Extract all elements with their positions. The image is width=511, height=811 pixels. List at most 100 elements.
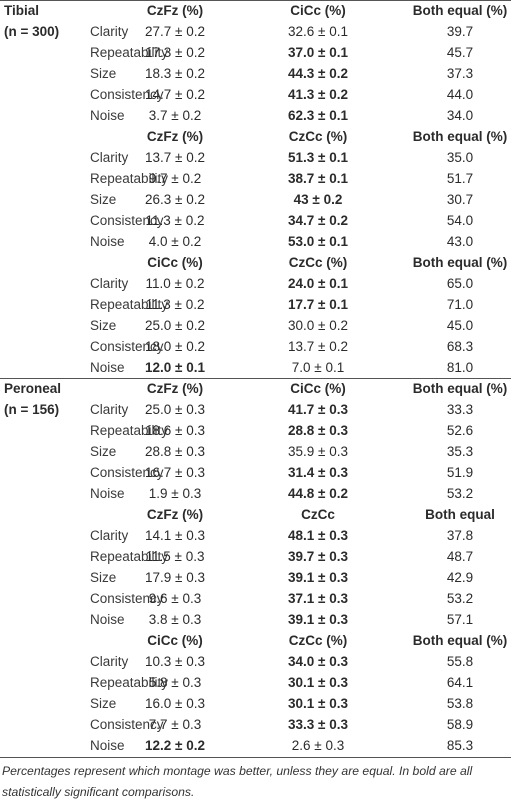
group-name: Tibial bbox=[4, 3, 40, 18]
row-label: Clarity bbox=[90, 654, 129, 669]
column-header: CzFz (%) bbox=[146, 507, 204, 522]
cell-value: 39.1 ± 0.3 bbox=[288, 612, 348, 627]
cell-value: 39.1 ± 0.3 bbox=[288, 570, 348, 585]
row-label: Noise bbox=[90, 360, 125, 375]
column-header: CzCc bbox=[301, 507, 335, 522]
row-label: Repeatability bbox=[90, 423, 169, 438]
cell-value: 33.3 bbox=[446, 402, 474, 417]
cell-value: 32.6 ± 0.1 bbox=[288, 24, 348, 39]
cell-value: 28.8 ± 0.3 bbox=[288, 423, 348, 438]
cell-value: 14.1 ± 0.3 bbox=[145, 528, 205, 543]
cell-value: 12.0 ± 0.1 bbox=[145, 360, 205, 375]
cell-value: 30.1 ± 0.3 bbox=[288, 675, 348, 690]
cell-value: 17.7 ± 0.1 bbox=[288, 297, 348, 312]
row-label: Size bbox=[90, 570, 117, 585]
group-rule bbox=[0, 378, 511, 379]
cell-value: 54.0 bbox=[446, 213, 474, 228]
cell-value: 57.1 bbox=[446, 612, 474, 627]
cell-value: 10.3 ± 0.3 bbox=[145, 654, 205, 669]
cell-value: 42.9 bbox=[446, 570, 474, 585]
cell-value: 7.7 ± 0.3 bbox=[148, 717, 202, 732]
column-header: Both equal (%) bbox=[412, 129, 508, 144]
cell-value: 11.3 ± 0.2 bbox=[145, 213, 205, 228]
row-label: Noise bbox=[90, 738, 125, 753]
row-label: Size bbox=[90, 318, 117, 333]
cell-value: 44.0 bbox=[446, 87, 474, 102]
cell-value: 37.3 bbox=[446, 66, 474, 81]
cell-value: 25.0 ± 0.2 bbox=[145, 318, 205, 333]
cell-value: 71.0 bbox=[446, 297, 474, 312]
column-header: CzFz (%) bbox=[146, 3, 204, 18]
cell-value: 18.3 ± 0.2 bbox=[145, 66, 205, 81]
cell-value: 24.0 ± 0.1 bbox=[288, 276, 348, 291]
row-label: Consistency bbox=[90, 87, 164, 102]
cell-value: 14.7 ± 0.2 bbox=[145, 87, 205, 102]
row-label: Clarity bbox=[90, 276, 129, 291]
cell-value: 37.1 ± 0.3 bbox=[288, 591, 348, 606]
column-header: CzCc (%) bbox=[288, 633, 348, 648]
cell-value: 31.4 ± 0.3 bbox=[288, 465, 348, 480]
column-header: Both equal (%) bbox=[412, 255, 508, 270]
cell-value: 51.3 ± 0.1 bbox=[288, 150, 348, 165]
row-label: Noise bbox=[90, 612, 125, 627]
cell-value: 34.7 ± 0.2 bbox=[288, 213, 348, 228]
cell-value: 34.0 ± 0.3 bbox=[288, 654, 348, 669]
column-header: Both equal (%) bbox=[412, 3, 508, 18]
cell-value: 27.7 ± 0.2 bbox=[145, 24, 205, 39]
cell-value: 44.3 ± 0.2 bbox=[288, 66, 348, 81]
row-label: Size bbox=[90, 192, 117, 207]
cell-value: 39.7 ± 0.3 bbox=[288, 549, 348, 564]
row-label: Noise bbox=[90, 234, 125, 249]
row-label: Noise bbox=[90, 486, 125, 501]
column-header: Both equal (%) bbox=[412, 633, 508, 648]
cell-value: 33.3 ± 0.3 bbox=[288, 717, 348, 732]
cell-value: 1.9 ± 0.3 bbox=[148, 486, 202, 501]
column-header: Both equal (%) bbox=[412, 381, 508, 396]
cell-value: 65.0 bbox=[446, 276, 474, 291]
cell-value: 7.0 ± 0.1 bbox=[291, 360, 345, 375]
row-label: Consistency bbox=[90, 213, 164, 228]
cell-value: 18.6 ± 0.3 bbox=[145, 423, 205, 438]
group-name: Peroneal bbox=[4, 381, 62, 396]
bottom-rule bbox=[0, 757, 511, 758]
cell-value: 45.7 bbox=[446, 45, 474, 60]
cell-value: 62.3 ± 0.1 bbox=[288, 108, 348, 123]
cell-value: 13.7 ± 0.2 bbox=[145, 150, 205, 165]
row-label: Size bbox=[90, 444, 117, 459]
cell-value: 17.9 ± 0.3 bbox=[145, 570, 205, 585]
column-header: CzFz (%) bbox=[146, 129, 204, 144]
cell-value: 3.8 ± 0.3 bbox=[148, 612, 202, 627]
cell-value: 30.7 bbox=[446, 192, 474, 207]
row-label: Consistency bbox=[90, 465, 164, 480]
cell-value: 18.0 ± 0.2 bbox=[145, 339, 205, 354]
cell-value: 53.8 bbox=[446, 696, 474, 711]
cell-value: 64.1 bbox=[446, 675, 474, 690]
row-label: Size bbox=[90, 696, 117, 711]
cell-value: 39.7 bbox=[446, 24, 474, 39]
cell-value: 9.6 ± 0.3 bbox=[148, 591, 202, 606]
cell-value: 37.8 bbox=[446, 528, 474, 543]
group-sample: (n = 300) bbox=[4, 24, 60, 39]
row-label: Clarity bbox=[90, 150, 129, 165]
group-sample: (n = 156) bbox=[4, 402, 60, 417]
row-label: Repeatability bbox=[90, 171, 169, 186]
cell-value: 17.3 ± 0.2 bbox=[145, 45, 205, 60]
cell-value: 16.7 ± 0.3 bbox=[145, 465, 205, 480]
cell-value: 53.0 ± 0.1 bbox=[288, 234, 348, 249]
row-label: Clarity bbox=[90, 528, 129, 543]
cell-value: 68.3 bbox=[446, 339, 474, 354]
footnote: Percentages represent which montage was … bbox=[2, 764, 473, 799]
cell-value: 53.2 bbox=[446, 591, 474, 606]
row-label: Noise bbox=[90, 108, 125, 123]
cell-value: 11.0 ± 0.2 bbox=[145, 276, 205, 291]
cell-value: 48.1 ± 0.3 bbox=[288, 528, 348, 543]
row-label: Repeatability bbox=[90, 297, 169, 312]
cell-value: 38.7 ± 0.1 bbox=[288, 171, 348, 186]
cell-value: 44.8 ± 0.2 bbox=[288, 486, 348, 501]
top-rule bbox=[0, 0, 511, 1]
column-header: CiCc (%) bbox=[290, 3, 346, 18]
column-header: CzCc (%) bbox=[288, 129, 348, 144]
column-header: Both equal bbox=[425, 507, 495, 522]
cell-value: 35.0 bbox=[446, 150, 474, 165]
cell-value: 9.7 ± 0.2 bbox=[148, 171, 202, 186]
